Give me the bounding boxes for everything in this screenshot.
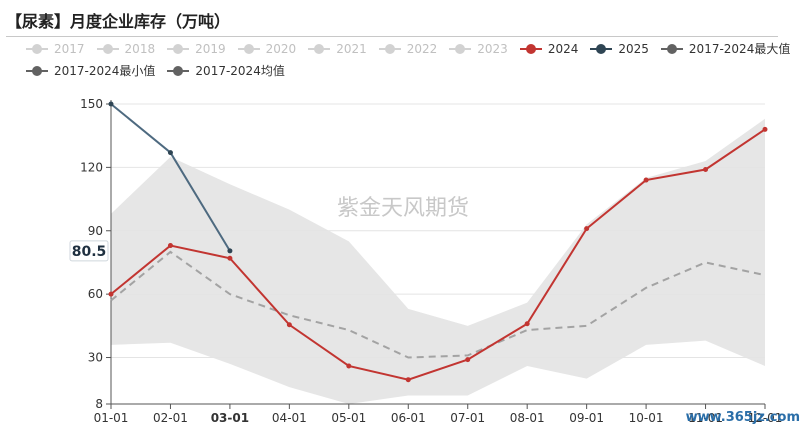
data-point-2024 <box>465 357 471 363</box>
range-band-max-min <box>111 118 765 405</box>
legend-label: 2018 <box>124 42 156 56</box>
data-point-2024 <box>524 321 530 327</box>
legend-label: 2017-2024均值 <box>195 64 285 78</box>
legend-marker-icon <box>519 43 542 55</box>
x-tick-label: 09-01 <box>569 411 604 425</box>
legend-marker-icon <box>308 43 331 55</box>
legend-label: 2022 <box>406 42 438 56</box>
x-tick-label: 05-01 <box>331 411 366 425</box>
data-point-2025 <box>108 101 114 107</box>
x-tick-label: 02-01 <box>153 411 188 425</box>
data-point-2024 <box>227 255 233 261</box>
x-tick-label: 04-01 <box>272 411 307 425</box>
series-line-avg <box>110 250 766 359</box>
data-point-2025 <box>167 150 173 156</box>
watermark: 紫金天风期货 <box>337 196 469 221</box>
legend-label: 2025 <box>618 42 649 56</box>
legend-item-2020[interactable]: 2020 <box>237 40 297 58</box>
site-watermark: www.365jz.com <box>686 410 800 425</box>
legend-item-2025[interactable]: 2025 <box>590 40 649 58</box>
data-point-2024 <box>703 166 709 172</box>
x-tick-label-highlight: 03-01 <box>211 411 249 425</box>
x-tick-label: 11-01 <box>688 411 723 425</box>
legend-label: 2017 <box>54 42 85 56</box>
title-divider <box>6 36 778 37</box>
legend-label: 2019 <box>195 42 226 56</box>
y-tick-label: 8 <box>95 397 103 411</box>
legend-item-2021[interactable]: 2021 <box>308 40 367 58</box>
x-tick-label: 01-01 <box>94 411 129 425</box>
axis-pointer-badge <box>69 240 109 262</box>
y-tick-label: 90 <box>88 224 103 238</box>
legend-marker-icon <box>449 43 472 55</box>
y-tick-label: 60 <box>88 287 103 301</box>
legend-item-2024[interactable]: 2024 <box>519 40 579 58</box>
x-tick-label: 06-01 <box>391 411 426 425</box>
legend-item-2018[interactable]: 2018 <box>96 40 156 58</box>
legend-label: 2024 <box>547 42 579 56</box>
y-tick-label: 120 <box>80 160 103 174</box>
legend-marker-icon <box>167 65 190 77</box>
axis-pointer-value: 80.5 <box>72 244 107 260</box>
legend-item-2023[interactable]: 2023 <box>449 40 508 58</box>
legend-item-2017[interactable]: 2017 <box>26 40 85 58</box>
x-tick-label: 08-01 <box>510 411 545 425</box>
chart-legend: 2017 2018 2019 2020 2021 2022 2023 2024 2025 2017… <box>26 40 806 80</box>
data-point-2024 <box>643 177 649 183</box>
data-point-2024 <box>584 226 590 232</box>
legend-marker-icon <box>96 43 119 55</box>
legend-marker-icon <box>237 43 260 55</box>
data-point-2024 <box>286 322 292 328</box>
legend-item-2022[interactable]: 2022 <box>378 40 438 58</box>
x-tick-label: 12-01 <box>748 411 783 425</box>
x-tick-label: 07-01 <box>450 411 485 425</box>
data-point-2024 <box>405 377 411 383</box>
data-point-2024 <box>108 291 114 297</box>
legend-marker-icon <box>26 65 48 77</box>
legend-item-2017-2024最大值[interactable]: 2017-2024最大值 <box>660 40 791 58</box>
legend-item-2019[interactable]: 2019 <box>167 40 226 58</box>
legend-marker-icon <box>590 43 613 55</box>
data-point-2024 <box>762 126 768 132</box>
legend-marker-icon <box>378 43 401 55</box>
legend-label: 2020 <box>265 42 297 56</box>
chart-title: 【尿素】月度企业库存（万吨） <box>6 12 231 31</box>
legend-marker-icon <box>26 43 48 55</box>
y-tick-label: 30 <box>88 351 103 365</box>
x-tick-label: 10-01 <box>629 411 664 425</box>
legend-label: 2023 <box>477 42 508 56</box>
series-line-2024 <box>110 128 766 381</box>
legend-item-2017-2024均值[interactable]: 2017-2024均值 <box>167 62 285 80</box>
legend-label: 2021 <box>336 42 367 56</box>
y-tick-label: 150 <box>80 97 103 111</box>
legend-label: 2017-2024最小值 <box>54 64 156 78</box>
data-point-2024 <box>167 243 173 249</box>
legend-marker-icon <box>660 43 683 55</box>
data-point-2025 <box>227 248 233 254</box>
legend-item-2017-2024最小值[interactable]: 2017-2024最小值 <box>26 62 155 80</box>
legend-label: 2017-2024最大值 <box>688 42 791 56</box>
data-point-2024 <box>346 363 352 369</box>
legend-marker-icon <box>167 43 190 55</box>
